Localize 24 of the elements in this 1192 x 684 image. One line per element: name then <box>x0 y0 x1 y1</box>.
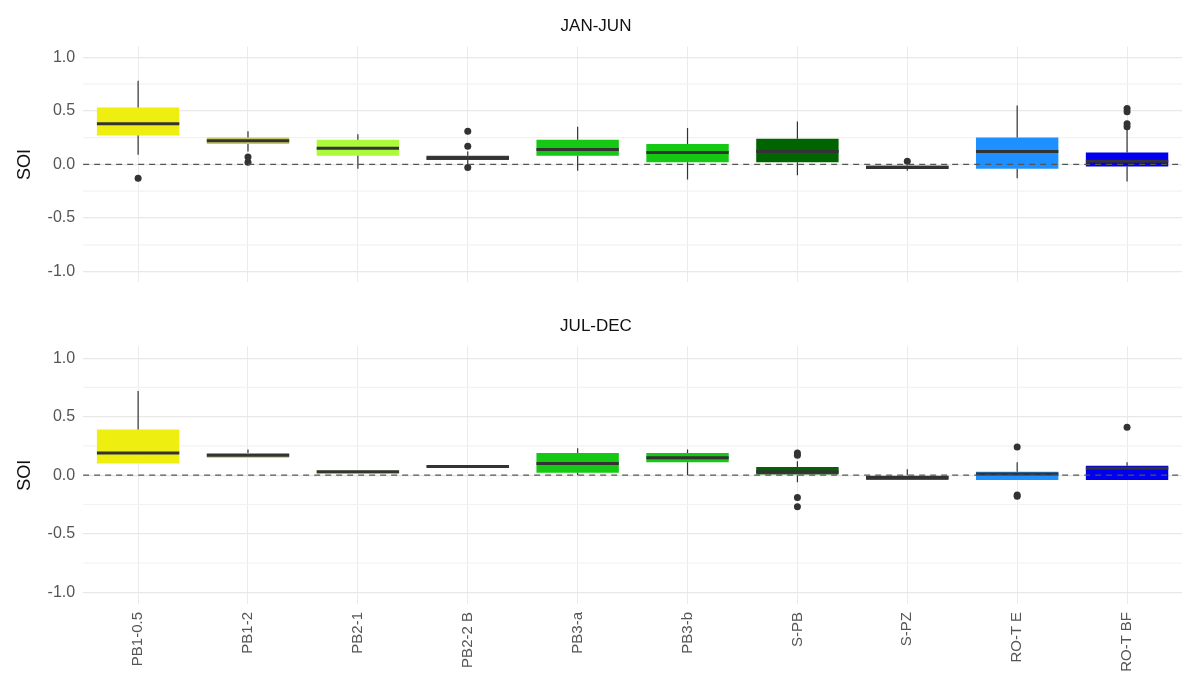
y-tick-label: 0.5 <box>52 407 76 425</box>
x-tick-label: PB2-1 <box>348 612 366 654</box>
x-tick-label: PB2-2 B <box>457 612 475 668</box>
chart-title: JUL-DEC <box>560 315 632 335</box>
y-tick-label: -1.0 <box>47 262 76 280</box>
x-tick-label: S-PB <box>787 612 805 648</box>
x-tick-label: PB1-0.5 <box>128 612 146 667</box>
y-tick-label: -0.5 <box>47 524 76 542</box>
y-axis-title: SOI <box>13 459 34 491</box>
y-tick-label: 1.0 <box>52 47 76 65</box>
y-tick-label: 0.0 <box>52 154 76 172</box>
y-tick-label: 0.0 <box>52 465 76 483</box>
x-tick-label: RO-T E <box>1007 612 1025 663</box>
x-tick-label: PB3-b <box>677 612 695 654</box>
y-tick-label: -0.5 <box>47 208 76 226</box>
x-tick-label: PB3-a <box>567 611 585 654</box>
y-axis-title: SOI <box>13 148 34 180</box>
x-tick-label: RO-T BF <box>1117 612 1135 672</box>
chart-title: JAN-JUN <box>560 15 632 35</box>
x-tick-label: S-PZ <box>897 612 915 647</box>
y-tick-label: -1.0 <box>47 582 76 600</box>
y-tick-label: 1.0 <box>52 348 76 366</box>
y-tick-label: 0.5 <box>52 101 76 119</box>
x-tick-label: PB1-2 <box>238 612 256 654</box>
